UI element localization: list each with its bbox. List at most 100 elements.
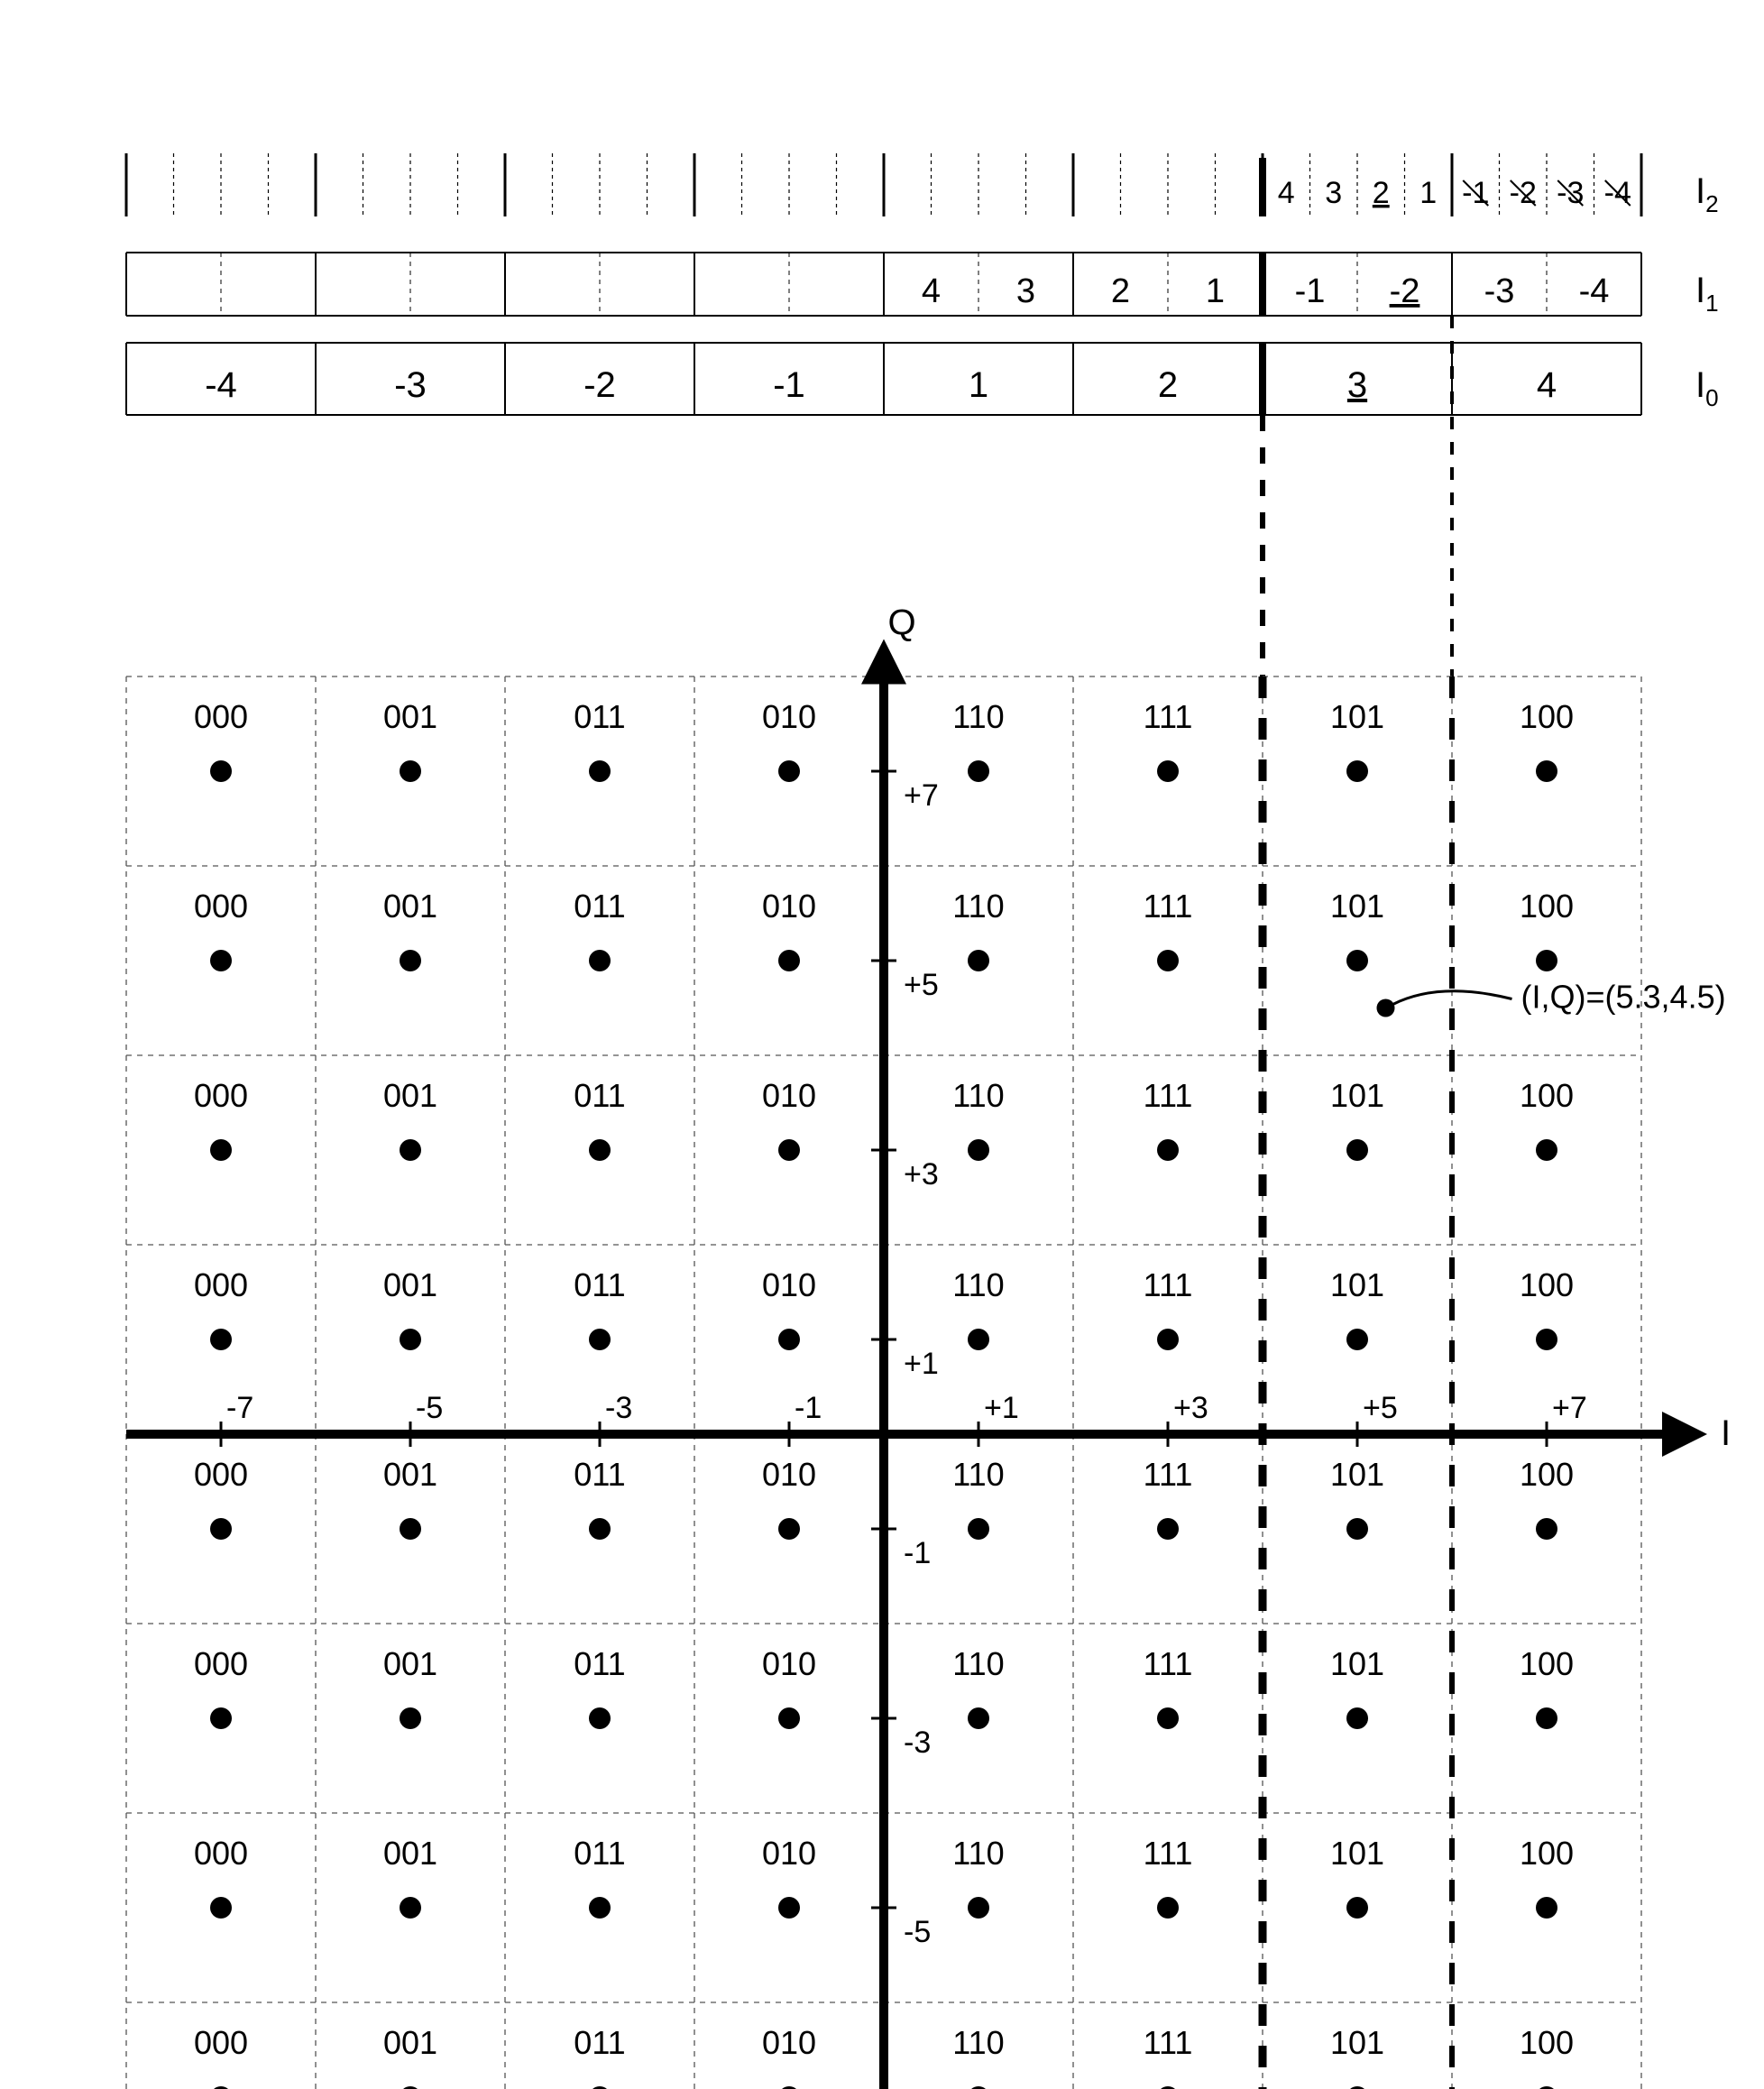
point-code: 110 xyxy=(952,1645,1004,1682)
point-code: 000 xyxy=(194,2024,248,2061)
xtick-label: +7 xyxy=(1552,1391,1587,1425)
point-code: 011 xyxy=(574,698,625,735)
ytick-label: -3 xyxy=(904,1725,931,1760)
point-code: 011 xyxy=(574,1835,625,1872)
constellation-point xyxy=(210,1518,232,1540)
constellation-point xyxy=(400,1707,421,1729)
constellation-point xyxy=(210,1139,232,1161)
constellation-point xyxy=(210,950,232,971)
constellation-point xyxy=(1157,760,1179,782)
point-code: 100 xyxy=(1520,1456,1574,1493)
i2-label: 1 xyxy=(1419,176,1437,210)
ytick-label: +3 xyxy=(904,1157,939,1192)
constellation-point xyxy=(210,1707,232,1729)
point-code: 101 xyxy=(1330,1456,1384,1493)
ytick-label: -5 xyxy=(904,1915,931,1949)
point-code: 101 xyxy=(1330,698,1384,735)
constellation-point xyxy=(968,760,989,782)
point-code: 000 xyxy=(194,1645,248,1682)
constellation-point xyxy=(1346,1329,1368,1350)
point-code: 111 xyxy=(1144,698,1193,735)
constellation-point xyxy=(589,1139,611,1161)
row-label-I1: I1 xyxy=(1695,271,1719,317)
point-code: 000 xyxy=(194,888,248,925)
i1-label: 1 xyxy=(1206,272,1225,310)
point-code: 010 xyxy=(762,698,816,735)
xtick-label: -7 xyxy=(226,1391,253,1425)
xtick-label: +3 xyxy=(1173,1391,1208,1425)
i0-label: -1 xyxy=(773,365,805,405)
point-code: 010 xyxy=(762,1835,816,1872)
constellation-point xyxy=(400,1139,421,1161)
point-code: 100 xyxy=(1520,2024,1574,2061)
point-code: 000 xyxy=(194,698,248,735)
constellation-point xyxy=(589,1707,611,1729)
i0-label: 4 xyxy=(1537,365,1557,405)
point-code: 111 xyxy=(1144,1456,1193,1493)
point-code: 001 xyxy=(383,1456,437,1493)
point-code: 101 xyxy=(1330,888,1384,925)
point-code: 011 xyxy=(574,1266,625,1303)
i2-label: 2 xyxy=(1373,176,1390,210)
point-code: 011 xyxy=(574,1645,625,1682)
point-code: 011 xyxy=(574,2024,625,2061)
constellation-point xyxy=(778,1518,800,1540)
constellation-point xyxy=(1536,760,1557,782)
constellation-point xyxy=(400,1329,421,1350)
i1-label: 4 xyxy=(922,272,941,310)
point-code: 000 xyxy=(194,1266,248,1303)
constellation-point xyxy=(1157,1329,1179,1350)
constellation-point xyxy=(1536,1139,1557,1161)
constellation-point xyxy=(778,760,800,782)
constellation-point xyxy=(1157,1707,1179,1729)
constellation-point xyxy=(778,1897,800,1919)
qam-constellation-diagram: 4321-1-2-3-44321-1-2-3-4-4-3-2-11234I2I1… xyxy=(0,0,1764,2089)
constellation-point xyxy=(1346,1139,1368,1161)
point-code: 000 xyxy=(194,1077,248,1114)
point-code: 101 xyxy=(1330,1266,1384,1303)
constellation-point xyxy=(968,1329,989,1350)
constellation-point xyxy=(968,1897,989,1919)
i0-label: 1 xyxy=(969,365,988,405)
point-code: 011 xyxy=(574,1456,625,1493)
constellation-point xyxy=(968,1707,989,1729)
i2-label: 3 xyxy=(1325,176,1342,210)
i1-label: 2 xyxy=(1111,272,1130,310)
i1-label: -2 xyxy=(1390,272,1420,310)
i1-label: -4 xyxy=(1579,272,1610,310)
point-code: 010 xyxy=(762,2024,816,2061)
constellation-point xyxy=(1346,1897,1368,1919)
i0-label: 2 xyxy=(1158,365,1178,405)
point-code: 100 xyxy=(1520,1645,1574,1682)
constellation-point xyxy=(400,950,421,971)
point-code: 010 xyxy=(762,1077,816,1114)
constellation-point xyxy=(210,1897,232,1919)
received-point-label: (I,Q)=(5.3,4.5) xyxy=(1521,979,1726,1016)
i0-label: -2 xyxy=(583,365,616,405)
i2-label: 4 xyxy=(1278,176,1295,210)
point-code: 011 xyxy=(574,888,625,925)
point-code: 101 xyxy=(1330,1077,1384,1114)
constellation-point xyxy=(1346,950,1368,971)
point-code: 110 xyxy=(952,1456,1004,1493)
constellation-point xyxy=(778,1139,800,1161)
i1-label: 3 xyxy=(1016,272,1035,310)
point-code: 110 xyxy=(952,2024,1004,2061)
point-code: 110 xyxy=(952,1077,1004,1114)
constellation-point xyxy=(1536,1518,1557,1540)
point-code: 110 xyxy=(952,888,1004,925)
xtick-label: -3 xyxy=(605,1391,632,1425)
xtick-label: -1 xyxy=(795,1391,822,1425)
constellation-point xyxy=(1157,1518,1179,1540)
constellation-point xyxy=(1157,1139,1179,1161)
constellation-point xyxy=(1157,1897,1179,1919)
constellation-point xyxy=(1346,760,1368,782)
point-code: 001 xyxy=(383,698,437,735)
i1-label: -1 xyxy=(1295,272,1326,310)
point-code: 111 xyxy=(1144,1266,1193,1303)
point-code: 100 xyxy=(1520,1835,1574,1872)
point-code: 111 xyxy=(1144,1645,1193,1682)
row-label-I2: I2 xyxy=(1695,171,1719,217)
point-code: 001 xyxy=(383,1835,437,1872)
ytick-label: +5 xyxy=(904,968,939,1002)
